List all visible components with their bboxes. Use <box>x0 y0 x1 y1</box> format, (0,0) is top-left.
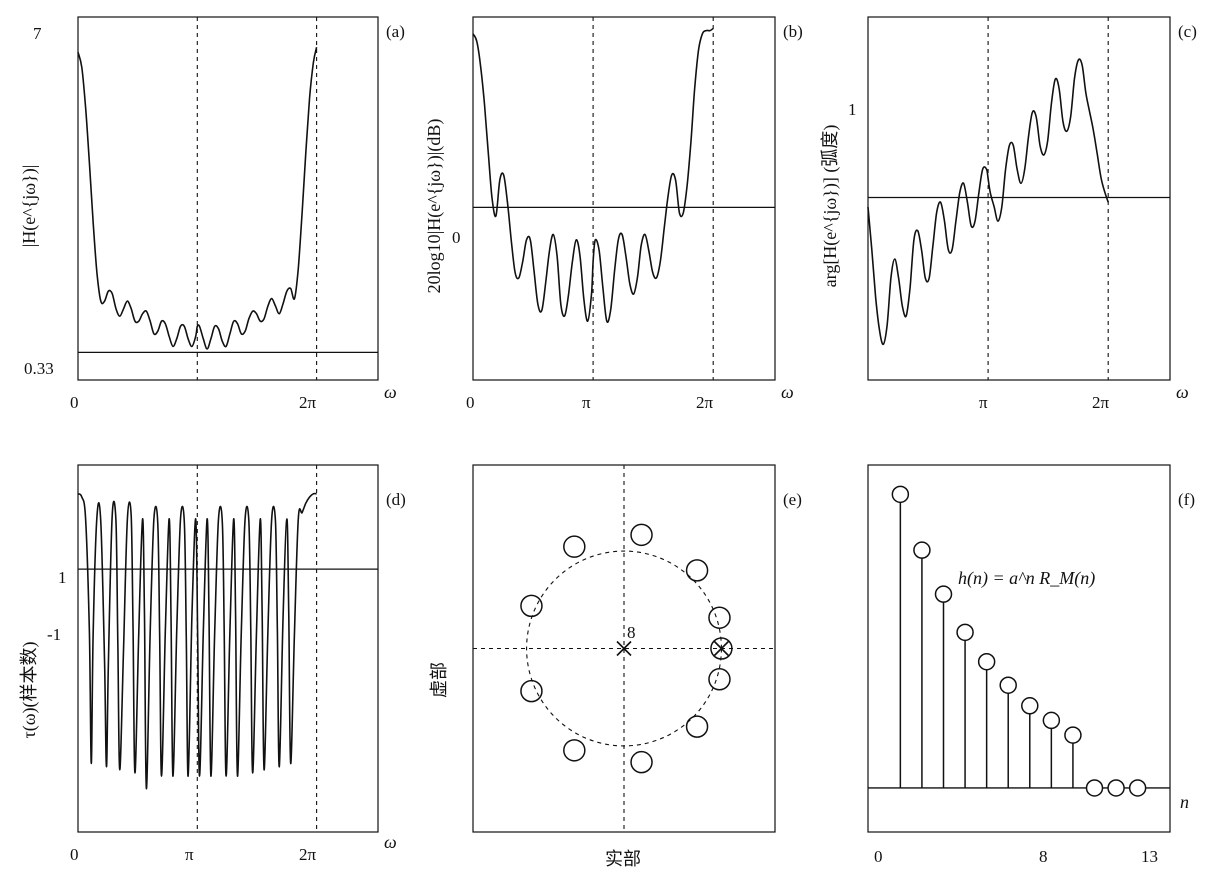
panel-d-xtick-pi: π <box>185 845 194 864</box>
panel-a-xtick-2pi: 2π <box>299 393 317 412</box>
panel-a-ytick-7: 7 <box>33 24 42 43</box>
panel-e-zero-marker <box>563 739 586 762</box>
panel-c-frame <box>867 16 1171 381</box>
panel-b-label: (b) <box>783 22 803 41</box>
panel-d-xtick-2pi: 2π <box>299 845 317 864</box>
panel-e-zero-marker <box>630 523 653 547</box>
panel-f-stem-head <box>1021 697 1039 715</box>
panel-f-xlabel: n <box>1180 792 1189 812</box>
panel-b-ylabel: 20log10|H(e^{jω})|(dB) <box>424 119 445 294</box>
panel-c-xlabel: ω <box>1176 382 1189 402</box>
panel-b: 20log10|H(e^{jω})|(dB) 0 0 π 2π ω (b) <box>424 16 803 412</box>
panel-e-zero-marker <box>520 594 543 618</box>
panel-f-xtick-13: 13 <box>1141 847 1158 866</box>
panel-a-xtick-0: 0 <box>70 393 79 412</box>
panel-a-label: (a) <box>386 22 405 41</box>
panel-f-stem-head <box>1085 779 1104 797</box>
panel-b-xtick-0: 0 <box>466 393 475 412</box>
panel-e-zero-marker <box>708 668 731 691</box>
panel-c-ytick-1: 1 <box>848 100 857 119</box>
panel-b-xtick-2pi: 2π <box>696 393 714 412</box>
panel-e-pole-marker <box>616 640 632 657</box>
panel-f-stem-head <box>934 585 953 603</box>
panel-f-xtick-0: 0 <box>874 847 883 866</box>
panel-e-zero-marker <box>685 715 709 738</box>
panel-b-ytick-0: 0 <box>452 228 461 247</box>
panel-d: τ(ω)(样本数) 1 -1 0 π 2π ω (d) <box>19 464 406 864</box>
panel-f-stem-head <box>1128 779 1147 797</box>
panel-b-xtick-pi: π <box>582 393 591 412</box>
panel-d-frame <box>77 464 379 833</box>
panel-b-xlabel: ω <box>781 382 794 402</box>
panel-c-ylabel: arg[H(e^{jω})] (弧度) <box>820 125 841 288</box>
panel-f-stem-head <box>891 485 910 504</box>
panel-f-stem-head <box>1107 779 1125 797</box>
panel-e-ylabel: 虚部 <box>429 662 449 698</box>
panel-f-stem-head <box>977 652 996 671</box>
panel-e-zero-marker <box>630 750 653 774</box>
panel-d-xtick-0: 0 <box>70 845 79 864</box>
panel-b-curve <box>472 27 714 323</box>
panel-a-curve <box>77 47 318 350</box>
panel-f-stem-head <box>1064 726 1082 744</box>
panel-f-label: (f) <box>1178 490 1195 509</box>
panel-f-stem-head <box>956 623 974 642</box>
panel-e-label: (e) <box>783 490 802 509</box>
panel-a-xlabel: ω <box>384 382 397 402</box>
panel-a-ylabel: |H(e^{jω})| <box>19 165 40 248</box>
panel-f-stem-head <box>999 676 1017 694</box>
panel-c-curve <box>867 58 1109 346</box>
panel-d-label: (d) <box>386 490 406 509</box>
panel-a-frame <box>77 16 379 381</box>
panel-d-ytick-1: 1 <box>58 568 67 587</box>
panel-d-ylabel: τ(ω)(样本数) <box>19 641 40 738</box>
panel-c-xtick-2pi: 2π <box>1092 393 1110 412</box>
panel-e-zero-marker <box>520 679 543 703</box>
panel-e-annotation-8: 8 <box>627 623 636 642</box>
panel-d-ytick-minus1: -1 <box>47 625 61 644</box>
panel-c: arg[H(e^{jω})] (弧度) 1 π 2π ω (c) <box>820 16 1197 412</box>
panel-d-xlabel: ω <box>384 832 397 852</box>
panel-d-curve <box>77 492 317 790</box>
panel-e-zero-marker <box>563 535 586 558</box>
panel-e-zero-marker <box>685 559 709 582</box>
panel-c-label: (c) <box>1178 22 1197 41</box>
panel-c-xtick-pi: π <box>979 393 988 412</box>
panel-f: 0 8 13 n h(n) = a^n R_M(n) (f) <box>867 464 1195 866</box>
panel-e-zero-marker <box>708 606 731 629</box>
panel-e-zero-marker <box>710 637 733 660</box>
panel-e-xlabel: 实部 <box>605 849 641 869</box>
panel-a: |H(e^{jω})| 7 0.33 0 2π ω (a) <box>19 16 405 412</box>
panel-a-ytick-033: 0.33 <box>24 359 54 378</box>
panel-e: 虚部 实部 8 (e) <box>429 464 802 869</box>
panel-f-xtick-8: 8 <box>1039 847 1048 866</box>
panel-b-frame <box>472 16 776 381</box>
panel-f-stem-head <box>913 541 931 559</box>
panel-e-pole-marker <box>713 640 729 657</box>
panel-f-frame <box>867 464 1171 833</box>
panel-f-stem-head <box>1042 711 1061 730</box>
panel-f-annotation: h(n) = a^n R_M(n) <box>958 568 1095 589</box>
